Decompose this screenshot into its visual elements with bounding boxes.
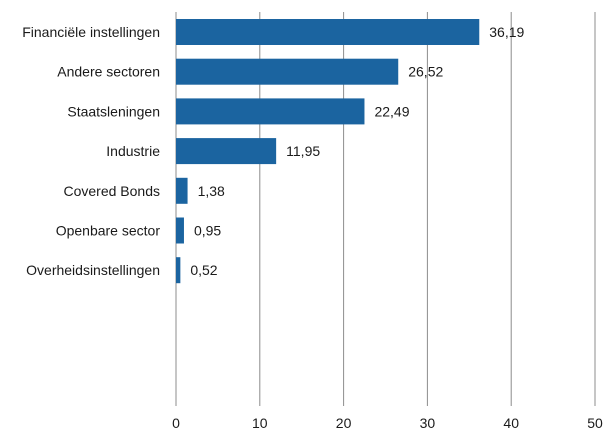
bar: [176, 257, 181, 284]
x-tick-label: 30: [420, 415, 436, 431]
category-label: Openbare sector: [56, 223, 161, 239]
category-label: Overheidsinstellingen: [26, 262, 160, 278]
category-label: Staatsleningen: [67, 103, 160, 119]
data-label: 0,95: [194, 223, 221, 239]
data-label: 11,95: [286, 143, 320, 159]
category-label: Covered Bonds: [63, 183, 160, 199]
category-label: Industrie: [106, 143, 160, 159]
data-label: 26,52: [408, 64, 443, 80]
x-axis-ticks: 0 10 20 30 40 50: [172, 415, 603, 431]
x-tick-label: 10: [252, 415, 268, 431]
bar: [176, 217, 184, 244]
bar: [176, 138, 277, 165]
x-tick-label: 0: [172, 415, 180, 431]
category-label: Andere sectoren: [57, 64, 160, 80]
value-labels: 36,19 26,52 22,49 11,95 1,38 0,95 0,52: [190, 24, 524, 278]
x-tick-label: 50: [587, 415, 603, 431]
x-tick-label: 20: [336, 415, 352, 431]
bar: [176, 58, 399, 85]
bar: [176, 19, 480, 45]
bar: [176, 177, 188, 204]
category-labels: Financiële instellingen Andere sectoren St…: [22, 24, 160, 278]
bar: [176, 98, 365, 125]
data-label: 1,38: [198, 183, 225, 199]
category-label: Financiële instellingen: [22, 24, 160, 40]
data-label: 0,52: [190, 262, 217, 278]
bars: [176, 19, 480, 284]
x-tick-label: 40: [503, 415, 519, 431]
data-label: 22,49: [374, 103, 409, 119]
data-label: 36,19: [489, 24, 524, 40]
